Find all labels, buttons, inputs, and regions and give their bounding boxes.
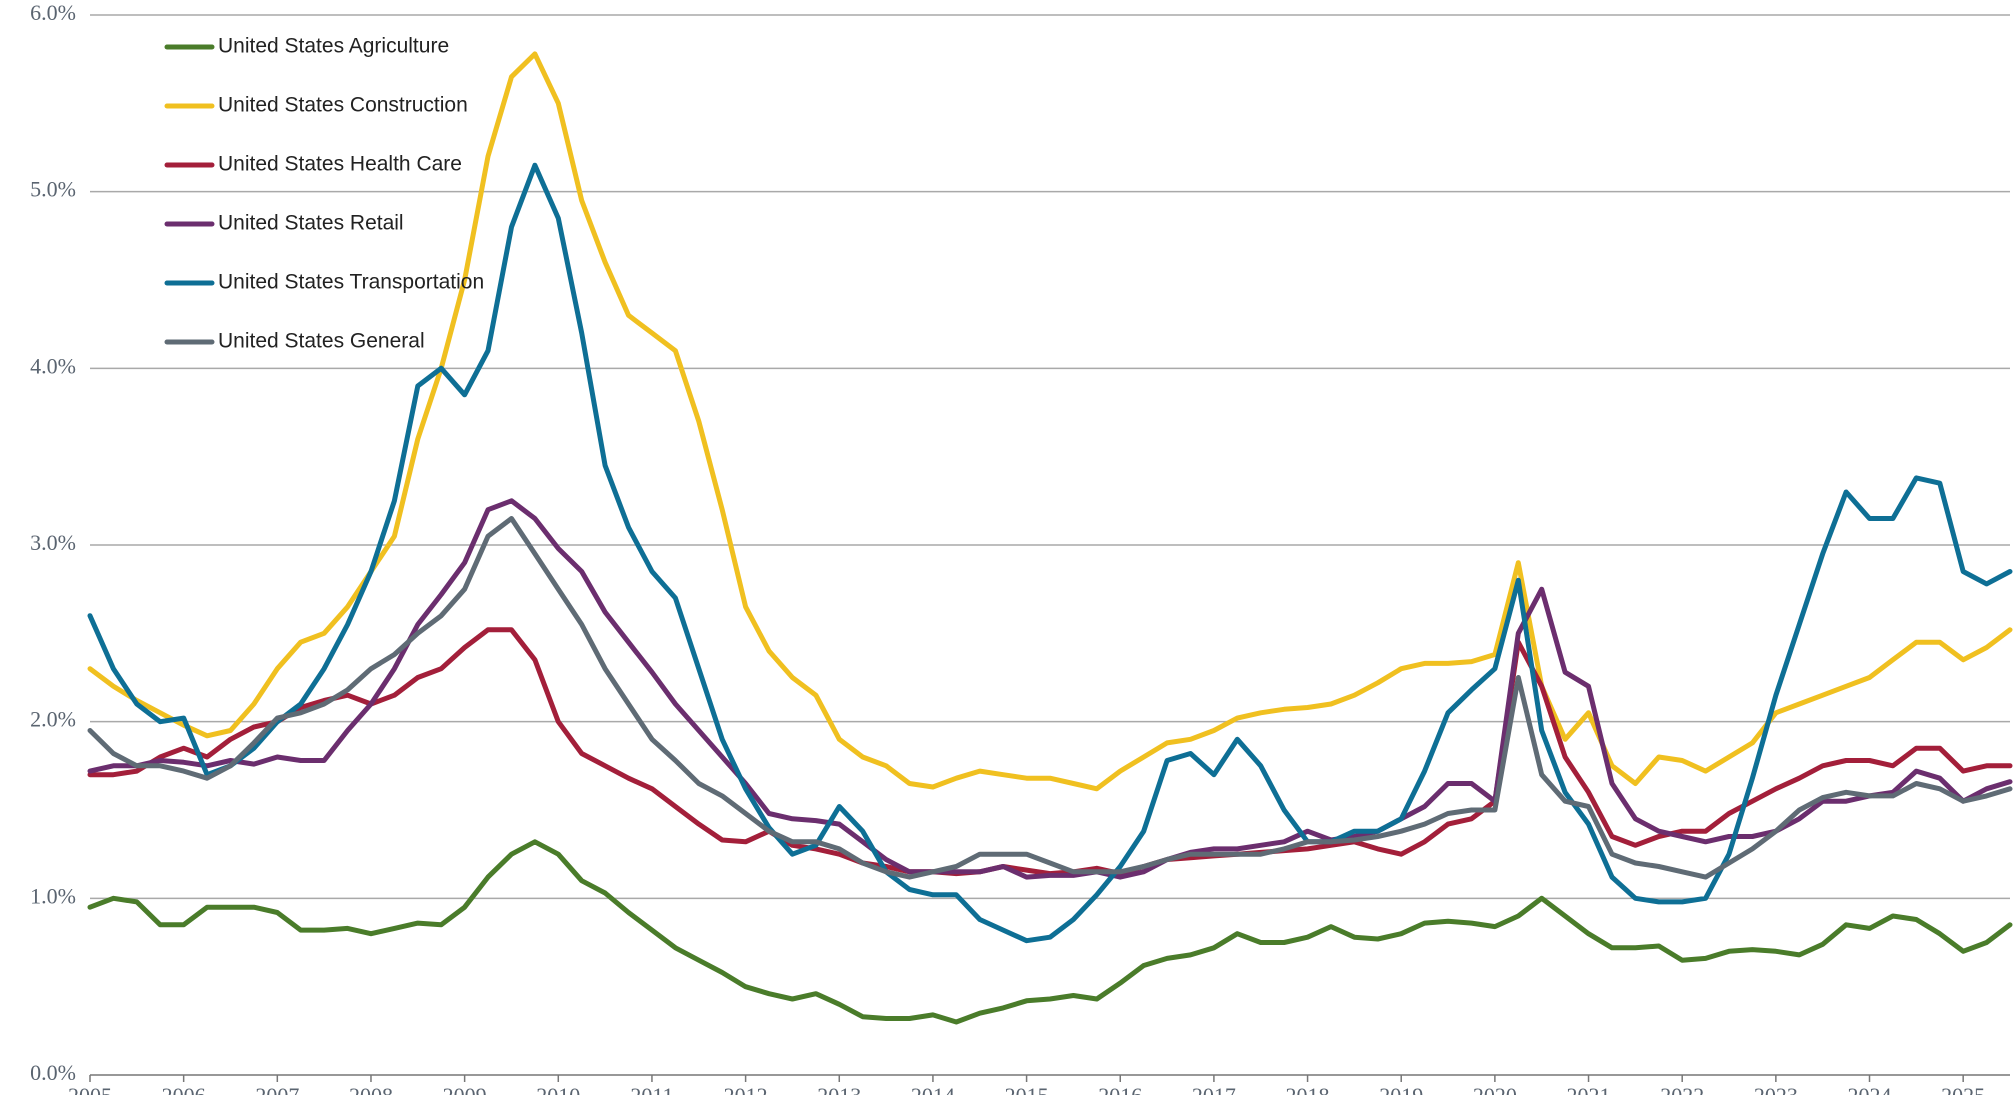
legend-label: United States Retail bbox=[218, 212, 404, 235]
x-tick-label: 2023 bbox=[1754, 1083, 1798, 1095]
y-tick-label: 3.0% bbox=[30, 530, 76, 555]
x-tick-label: 2011 bbox=[630, 1083, 673, 1095]
x-tick-label: 2007 bbox=[255, 1083, 299, 1095]
x-tick-label: 2005 bbox=[68, 1083, 112, 1095]
series-line bbox=[87, 51, 2013, 792]
x-tick-label: 2006 bbox=[162, 1083, 206, 1095]
series-line bbox=[87, 162, 2013, 944]
series-line bbox=[87, 839, 2013, 1025]
x-tick-label: 2008 bbox=[349, 1083, 393, 1095]
x-tick-label: 2015 bbox=[1005, 1083, 1049, 1095]
y-tick-label: 4.0% bbox=[30, 353, 76, 378]
x-tick-label: 2024 bbox=[1848, 1083, 1892, 1095]
x-tick-label: 2010 bbox=[536, 1083, 580, 1095]
legend-label: United States Health Care bbox=[218, 153, 462, 176]
x-tick-label: 2016 bbox=[1098, 1083, 1142, 1095]
legend-label: United States Transportation bbox=[218, 271, 484, 294]
x-tick-label: 2014 bbox=[911, 1083, 955, 1095]
series-line bbox=[87, 516, 2013, 880]
x-tick-label: 2012 bbox=[724, 1083, 768, 1095]
x-tick-label: 2022 bbox=[1660, 1083, 1704, 1095]
y-tick-label: 0.0% bbox=[30, 1060, 76, 1085]
x-tick-label: 2025 bbox=[1941, 1083, 1985, 1095]
y-tick-label: 6.0% bbox=[30, 0, 76, 25]
legend-label: United States Construction bbox=[218, 94, 468, 117]
x-tick-label: 2018 bbox=[1286, 1083, 1330, 1095]
x-tick-label: 2017 bbox=[1192, 1083, 1236, 1095]
x-tick-label: 2019 bbox=[1379, 1083, 1423, 1095]
legend-label: United States General bbox=[218, 330, 425, 353]
y-tick-label: 1.0% bbox=[30, 883, 76, 908]
y-tick-label: 5.0% bbox=[30, 177, 76, 202]
x-tick-label: 2009 bbox=[443, 1083, 487, 1095]
x-tick-label: 2020 bbox=[1473, 1083, 1517, 1095]
y-tick-label: 2.0% bbox=[30, 707, 76, 732]
x-tick-label: 2021 bbox=[1567, 1083, 1611, 1095]
x-tick-label: 2013 bbox=[817, 1083, 861, 1095]
legend-label: United States Agriculture bbox=[218, 35, 449, 58]
